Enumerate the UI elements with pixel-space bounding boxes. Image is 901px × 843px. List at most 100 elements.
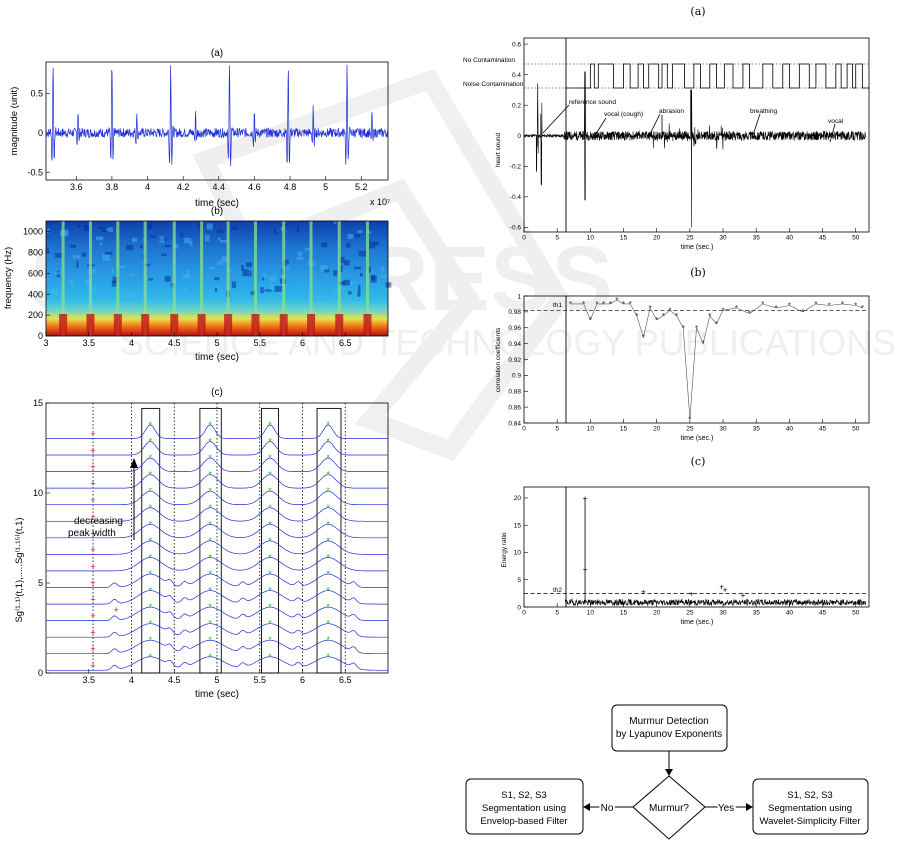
x-tick-label: 0 (522, 610, 526, 617)
spectrogram-texture (82, 252, 87, 257)
spectrogram-texture (204, 234, 210, 242)
spectrogram-texture (217, 237, 221, 241)
peak-marker: * (149, 536, 153, 546)
scale-trace (46, 441, 388, 456)
x-tick-label: 6 (300, 338, 305, 348)
y-axis-label: Sg⁽¹·¹⁾(t,1),.....Sg⁽¹·¹⁵⁾(t,1) (14, 517, 25, 622)
beat-band (309, 221, 313, 336)
spectrogram-texture (180, 233, 184, 238)
svg-text:Segmentation using: Segmentation using (768, 803, 852, 814)
beat-energy (113, 314, 122, 336)
beat-band (365, 221, 369, 336)
spectrogram-texture (183, 274, 191, 279)
x-axis-label: time (sec.) (681, 619, 714, 626)
envelope-filter-box (465, 778, 584, 835)
x-tick-label: 4 (129, 675, 134, 685)
correlation-point: * (589, 316, 592, 325)
x-tick-label: 30 (719, 426, 727, 433)
x-tick-label: 40 (786, 426, 794, 433)
spectrogram-texture (123, 290, 132, 298)
correlation-point: * (602, 300, 605, 309)
correlation-point: * (775, 304, 778, 313)
correlation-point: * (629, 300, 632, 309)
spectrogram-texture (183, 287, 187, 293)
spectrogram-texture (338, 281, 345, 286)
spectrogram-texture (95, 236, 104, 241)
correlation-point: * (748, 309, 751, 318)
spectrogram-texture (143, 263, 150, 267)
svg-text:S1, S2, S3: S1, S2, S3 (501, 790, 546, 801)
peak-marker: * (326, 552, 330, 562)
spectrogram-texture (51, 288, 59, 295)
correlation-point: * (675, 312, 678, 321)
x-axis-label: time (sec) (195, 689, 239, 700)
correlation-point: * (735, 304, 738, 313)
x-tick-label: 6.5 (339, 675, 352, 685)
peak-marker: * (268, 519, 272, 529)
x-tick-labels: 3.5 4 4.5 5 5.5 6 6.5 (82, 669, 352, 685)
left-panel-a: (a) 3.6 3.8 4 4.2 4.4 4.6 4.8 5 5.2 0.5 0 -0.5 mag… (9, 48, 390, 209)
y-tick-label: 0.5 (30, 89, 43, 99)
peak-marker: * (326, 586, 330, 596)
spectrogram-texture (161, 253, 167, 256)
peak-marker: * (326, 602, 330, 612)
energy-spike: + (741, 591, 746, 600)
x-tick-labels: 0 5 10 15 20 25 30 35 40 45 50 (522, 603, 860, 617)
x-tick-label: 35 (753, 235, 761, 242)
spectrogram-texture (219, 260, 223, 266)
panel-label: (c) (691, 455, 706, 468)
spectrogram-texture (216, 261, 219, 265)
x-tick-label: 45 (819, 610, 827, 617)
spectrogram-texture (264, 292, 267, 296)
onset-marker: + (90, 644, 95, 654)
svg-text:Segmentation using: Segmentation using (482, 803, 566, 814)
peak-marker: * (149, 619, 153, 629)
beat-band (282, 221, 286, 336)
spectrogram-texture (370, 275, 377, 283)
spectrogram-texture (324, 269, 330, 273)
spectrogram-texture (150, 235, 156, 238)
x-tick-label: 25 (686, 610, 694, 617)
panel-label: (a) (690, 5, 705, 18)
peak-marker: * (268, 420, 272, 430)
waveform-line (45, 64, 389, 167)
x-tick-label: 35 (753, 610, 761, 617)
peak-marker: * (326, 486, 330, 496)
y-axis-label: magnitude (unit) (9, 87, 20, 156)
y-tick-label: -0.6 (510, 225, 522, 232)
peak-marker: * (326, 635, 330, 645)
annotation-text: vocal (cough) (604, 111, 643, 118)
x-tick-label: 40 (786, 235, 794, 242)
x-tick-label: 40 (786, 610, 794, 617)
annotation-text: decreasing (74, 516, 123, 527)
onset-marker: + (113, 605, 118, 615)
peak-marker: * (268, 619, 272, 629)
spectrogram-texture (111, 267, 114, 274)
onset-marker: + (90, 561, 95, 571)
spectrogram-texture (367, 266, 371, 273)
spectrogram-texture (112, 276, 119, 283)
peak-marker: * (326, 420, 330, 430)
spectrogram-texture (340, 265, 343, 273)
wavelet-filter-box (752, 778, 869, 835)
peak-marker: * (149, 486, 153, 496)
x-tick-labels: 3 3.5 4 4.5 5 5.5 6 6.5 (43, 332, 352, 348)
spectrogram-texture (320, 265, 328, 272)
right-panel-b: (b) th1 * *** * * * * ***** **** ***** *** * *** * * *… (495, 266, 870, 442)
y-tick-label: 0.96 (508, 325, 521, 332)
spectrogram-texture (313, 293, 322, 300)
y-tick-label: 10 (33, 488, 43, 498)
peak-marker: * (149, 586, 153, 596)
beat-band (253, 221, 257, 336)
correlation-point: * (695, 324, 698, 333)
spectrogram-texture (139, 245, 143, 249)
peak-marker: * (149, 635, 153, 645)
peak-marker: * (208, 569, 212, 579)
state-signal (565, 63, 869, 89)
spectrogram-texture (148, 278, 154, 281)
beat-energy (59, 314, 68, 336)
flowchart: Murmur Detection by Lyapunov Exponents M… (465, 704, 869, 840)
correlation-point: * (642, 333, 645, 342)
y-tick-label: 0 (517, 604, 521, 611)
y-tick-label: 10 (514, 550, 522, 557)
